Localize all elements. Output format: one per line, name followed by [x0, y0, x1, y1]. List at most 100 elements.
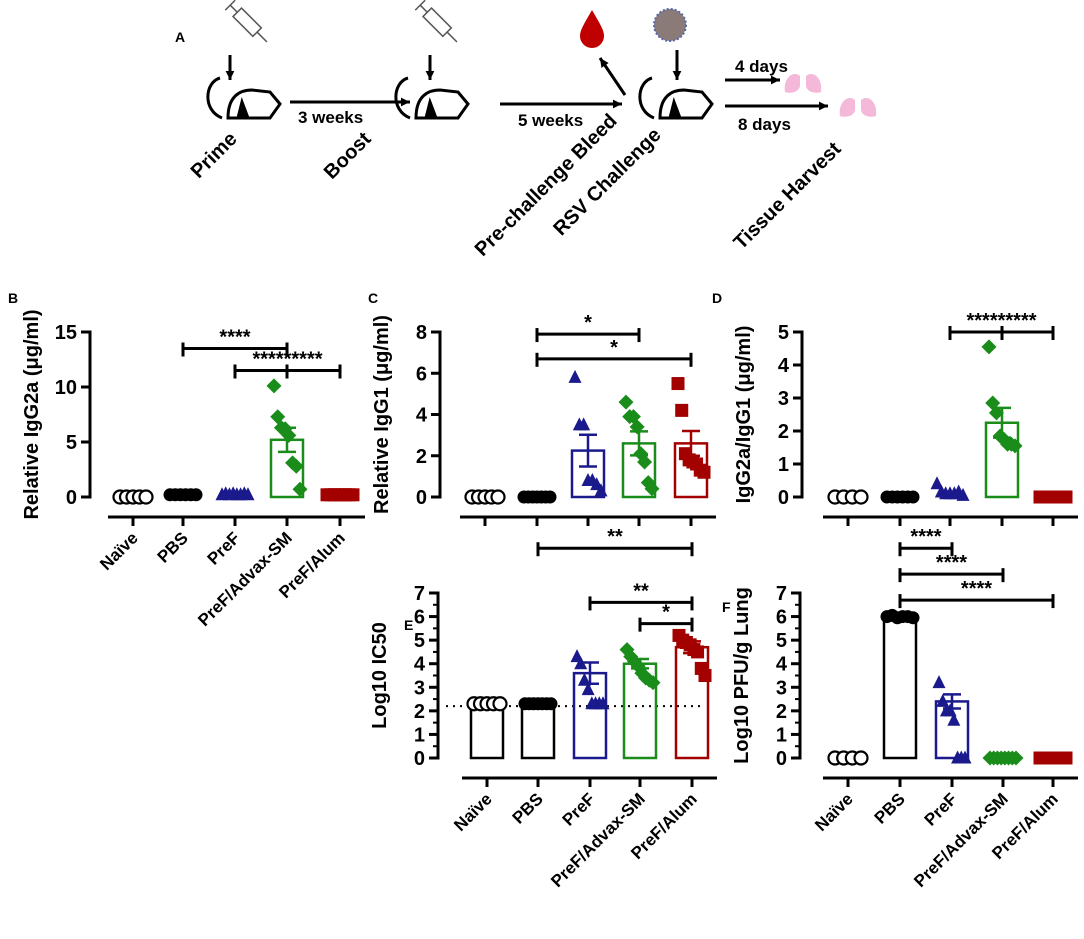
data-point: [1007, 438, 1023, 454]
significance-label: ****: [936, 552, 967, 574]
x-category-label: Naïve: [96, 528, 142, 574]
syringe-handle: [224, 0, 236, 11]
panel-letter: F: [722, 599, 731, 615]
panel-letter: D: [712, 290, 722, 306]
x-category-label: PBS: [509, 789, 547, 827]
y-tick-label: 2: [778, 421, 789, 443]
significance-label: **: [607, 526, 623, 548]
y-tick-label: 3: [778, 388, 789, 410]
mouse-leg: [424, 96, 439, 120]
data-point: [1059, 490, 1073, 504]
data-point: [853, 489, 869, 505]
data-point: [138, 489, 154, 505]
y-axis-label: Relative IgG2a (μg/ml): [21, 309, 43, 519]
data-point: [346, 488, 360, 502]
data-point: [292, 481, 308, 497]
syringe-plunger: [419, 4, 428, 13]
arrowhead: [818, 101, 828, 111]
step-label: Boost: [320, 128, 376, 184]
y-tick-label: 1: [414, 724, 425, 746]
step-label: Tissue Harvest: [730, 138, 846, 254]
data-point: [581, 682, 595, 696]
data-point: [288, 458, 304, 474]
y-tick-label: 2: [776, 701, 787, 723]
y-tick-label: 2: [414, 701, 425, 723]
y-tick-label: 1: [776, 724, 787, 746]
significance-label: ****: [910, 526, 941, 548]
data-point: [577, 417, 591, 431]
syringe-plunger: [229, 4, 238, 13]
data-point: [574, 656, 588, 670]
y-tick-label: 3: [776, 677, 787, 699]
data-point: [637, 454, 653, 470]
y-tick-label: 6: [416, 363, 427, 385]
chart-panel-c: C 0 2 4 6 8 Relative IgG1 (μg/ml) * *: [368, 290, 716, 526]
lung-icon: [784, 66, 822, 93]
data-point: [906, 611, 920, 625]
data-point: [1008, 750, 1024, 766]
bar: [520, 702, 556, 760]
x-category-label: PreF: [921, 789, 961, 829]
interval-label: 3 weeks: [298, 108, 363, 127]
significance-label: *********: [252, 349, 322, 371]
y-tick-label: 4: [416, 405, 428, 427]
y-axis-label: Relative IgG1 (μg/ml): [371, 315, 393, 514]
arrowhead: [770, 75, 780, 85]
y-tick-label: 6: [414, 607, 425, 629]
syringe-handle: [414, 0, 426, 11]
data-point: [568, 369, 582, 383]
x-category-label: PBS: [154, 528, 192, 566]
syringe-icon: [224, 0, 268, 43]
significance-label: ****: [219, 327, 250, 349]
y-tick-label: 0: [778, 487, 789, 509]
x-category-label: PreF/Advax-SM: [194, 528, 296, 630]
mouse-body: [226, 88, 282, 120]
interval-label: 4 days: [735, 57, 788, 76]
y-tick-label: 6: [776, 607, 787, 629]
y-tick-label: 1: [778, 454, 789, 476]
x-category-label: PreF: [204, 528, 244, 568]
y-axis-label: Log10 PFU/g Lung: [731, 587, 753, 764]
lung-right: [861, 90, 877, 117]
data-point: [596, 696, 610, 710]
x-category-label: PreF: [559, 789, 599, 829]
panel-letter: C: [368, 290, 378, 306]
data-point: [943, 703, 957, 717]
x-category-label: PreF/Advax-SM: [547, 789, 649, 891]
data-point: [266, 378, 282, 394]
data-point: [281, 427, 297, 443]
step-label: RSV Challenge: [549, 124, 665, 240]
arrowhead: [400, 97, 410, 107]
arrowhead: [672, 70, 682, 80]
panel-letter: E: [404, 617, 413, 633]
arrowhead: [225, 70, 235, 80]
y-axis-label: Log10 IC50: [369, 622, 391, 729]
data-point: [956, 487, 970, 501]
y-tick-label: 7: [776, 583, 787, 605]
y-tick-label: 10: [55, 377, 77, 399]
mouse-body: [414, 88, 470, 120]
panel-letter: B: [8, 290, 18, 306]
mouse-body: [658, 88, 714, 120]
syringe-needle: [256, 31, 268, 43]
chart-panel-d: D 0 1 2 3 4 5 IgG2a/IgG1 (μg/ml) *********: [712, 290, 1078, 526]
significance-label: *: [610, 337, 618, 359]
significance-label: **: [633, 580, 649, 602]
lung-left: [784, 66, 800, 93]
syringe-icon: [414, 0, 458, 43]
syringe-needle: [446, 31, 458, 43]
mouse-tail: [638, 76, 655, 120]
lung-right: [806, 66, 822, 93]
arrowhead: [425, 70, 435, 80]
bar: [469, 702, 505, 760]
y-tick-label: 0: [776, 748, 787, 770]
y-tick-label: 0: [416, 487, 427, 509]
virus-icon: [653, 8, 687, 42]
x-category-label: PBS: [871, 789, 909, 827]
data-point: [645, 675, 661, 691]
mouse-leg: [668, 96, 683, 120]
